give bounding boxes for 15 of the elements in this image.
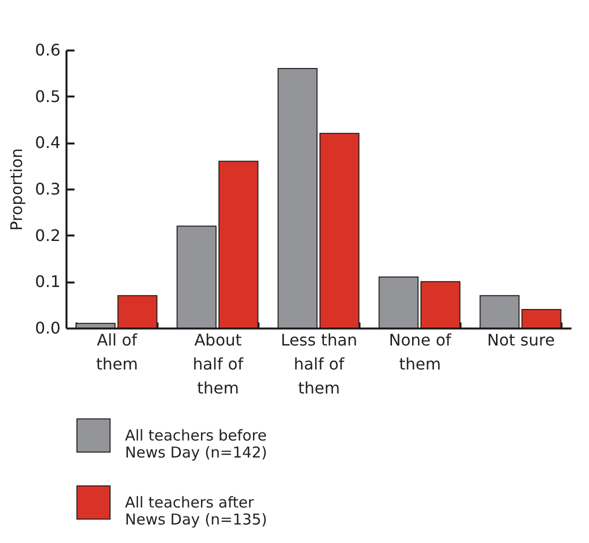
x-tick-label: About half of them <box>192 330 244 398</box>
y-tick-label: 0.4 <box>35 133 60 152</box>
x-tick-label: Less than half of them <box>280 330 358 398</box>
legend-label: All teachers before News Day (n=142) <box>125 426 268 462</box>
y-tick-label: 0.3 <box>35 180 60 198</box>
legend-label: All teachers after News Day (n=135) <box>125 494 268 528</box>
y-tick-label: 0.1 <box>35 272 60 292</box>
y-tick-label: 0.0 <box>35 318 60 338</box>
y-tick-label: 0.2 <box>35 226 60 245</box>
x-tick-label: None of them <box>388 330 452 374</box>
y-tick-label: 0.5 <box>35 86 60 106</box>
y-axis-title: Proportion <box>7 148 26 231</box>
x-tick-label: All of them <box>96 330 138 374</box>
y-tick-label: 0.6 <box>35 40 60 60</box>
x-tick-label: Not sure <box>487 330 555 350</box>
